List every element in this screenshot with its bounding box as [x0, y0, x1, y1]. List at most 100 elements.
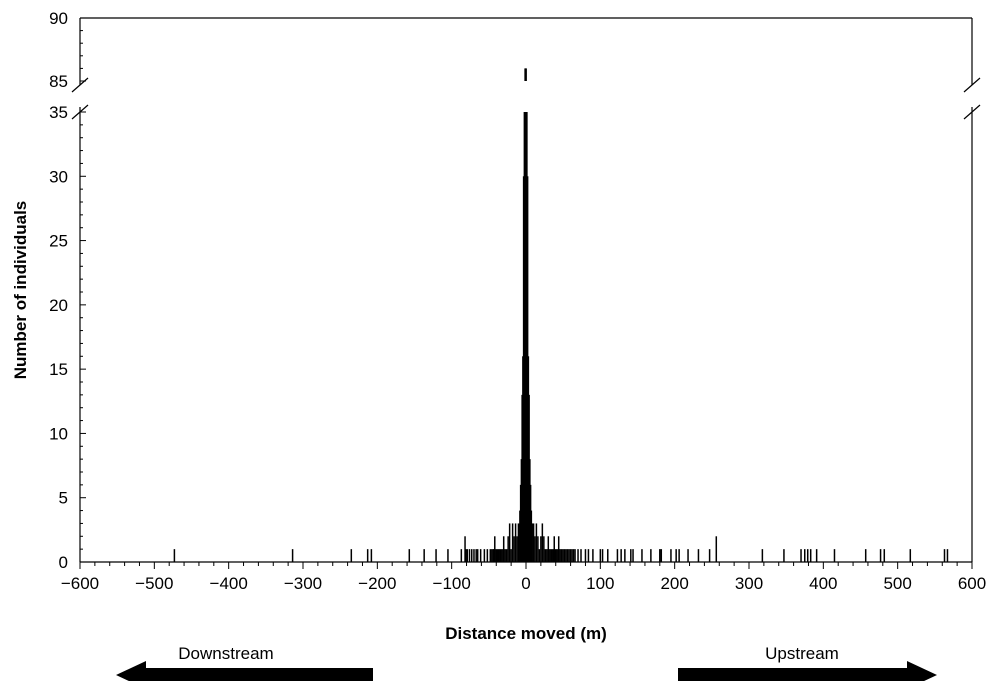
- bar: [659, 549, 661, 562]
- bar: [584, 549, 587, 562]
- bar: [408, 549, 411, 562]
- x-tick-label-300: 300: [735, 574, 763, 593]
- y-tick-label-20: 20: [49, 296, 68, 315]
- y-tick-label-35: 35: [49, 103, 68, 122]
- bar: [483, 549, 486, 562]
- downstream-label: Downstream: [178, 644, 273, 663]
- y-tick-label-0: 0: [59, 553, 68, 572]
- bar: [761, 549, 764, 562]
- x-tick-label--300: −300: [284, 574, 322, 593]
- bar: [632, 549, 634, 562]
- x-tick-label-100: 100: [586, 574, 614, 593]
- bar: [715, 536, 718, 562]
- bar: [468, 549, 471, 562]
- bar: [559, 549, 561, 562]
- bar: [624, 549, 626, 562]
- bar: [553, 536, 555, 562]
- downstream-arrow: Downstream: [116, 644, 373, 681]
- bar: [466, 549, 469, 562]
- bar: [580, 549, 582, 562]
- bar: [370, 549, 373, 562]
- bar: [592, 549, 594, 562]
- bar: [562, 549, 564, 562]
- bar: [525, 68, 527, 81]
- bar: [909, 549, 912, 562]
- y-tick-label-85: 85: [49, 72, 68, 91]
- bar: [670, 549, 672, 562]
- bar: [517, 523, 520, 562]
- bar: [883, 549, 886, 562]
- bar: [552, 549, 554, 562]
- bar: [511, 523, 514, 562]
- bar: [531, 523, 533, 562]
- bar: [476, 549, 479, 562]
- bar: [534, 536, 536, 562]
- x-tick-label-500: 500: [883, 574, 911, 593]
- x-tick-label-0: 0: [521, 574, 530, 593]
- x-axis-title: Distance moved (m): [445, 624, 607, 643]
- bar: [291, 549, 294, 562]
- bar: [560, 549, 563, 562]
- bar: [675, 549, 677, 562]
- bar: [532, 523, 535, 562]
- bar: [543, 536, 545, 562]
- bar: [465, 549, 467, 562]
- bar: [546, 549, 548, 562]
- bar: [943, 549, 946, 562]
- bar: [514, 523, 517, 562]
- bar: [489, 549, 492, 562]
- bar: [499, 549, 502, 562]
- bar: [508, 523, 511, 562]
- bar: [864, 549, 867, 562]
- bar: [557, 536, 560, 562]
- x-tick-label--200: −200: [358, 574, 396, 593]
- bar: [540, 536, 542, 562]
- x-tick-label--500: −500: [135, 574, 173, 593]
- bar: [833, 549, 836, 562]
- bar: [473, 549, 475, 562]
- x-tick-label-200: 200: [660, 574, 688, 593]
- bar: [708, 549, 711, 562]
- bar: [650, 549, 652, 562]
- bar: [616, 549, 619, 562]
- bar: [549, 549, 551, 562]
- bar: [505, 549, 508, 562]
- y-axis-title: Number of individuals: [11, 201, 30, 380]
- x-tick-label--400: −400: [210, 574, 248, 593]
- bar: [809, 549, 812, 562]
- bar: [806, 549, 809, 562]
- bar: [460, 549, 463, 562]
- bar: [537, 536, 539, 562]
- bar: [507, 536, 509, 562]
- bar: [563, 549, 566, 562]
- x-axis: −600 −500 −400 −300 −200 −100 0 100 200 300 400 500…: [61, 562, 986, 593]
- bar: [366, 549, 369, 562]
- bar: [479, 549, 482, 562]
- bar: [470, 549, 473, 562]
- bar: [577, 549, 579, 562]
- bar: [630, 549, 632, 562]
- bar: [641, 549, 643, 562]
- bar: [504, 549, 506, 562]
- bar: [501, 549, 503, 562]
- bar: [495, 549, 498, 562]
- bar: [572, 549, 575, 562]
- upstream-label: Upstream: [765, 644, 839, 663]
- bar: [566, 549, 569, 562]
- axis-break-right-upper: [963, 77, 981, 93]
- bar: [815, 549, 818, 562]
- bar: [447, 549, 449, 562]
- bar: [535, 523, 538, 562]
- downstream-arrow-shape: [116, 661, 373, 681]
- x-tick-label-600: 600: [958, 574, 986, 593]
- bar: [697, 549, 700, 562]
- bar: [350, 549, 353, 562]
- bar: [601, 549, 604, 562]
- axis-break-right-lower: [963, 104, 981, 120]
- upstream-arrow-shape: [678, 661, 937, 681]
- bar: [800, 549, 802, 562]
- x-tick-label-400: 400: [809, 574, 837, 593]
- bar: [491, 549, 493, 562]
- y-tick-label-30: 30: [49, 167, 68, 186]
